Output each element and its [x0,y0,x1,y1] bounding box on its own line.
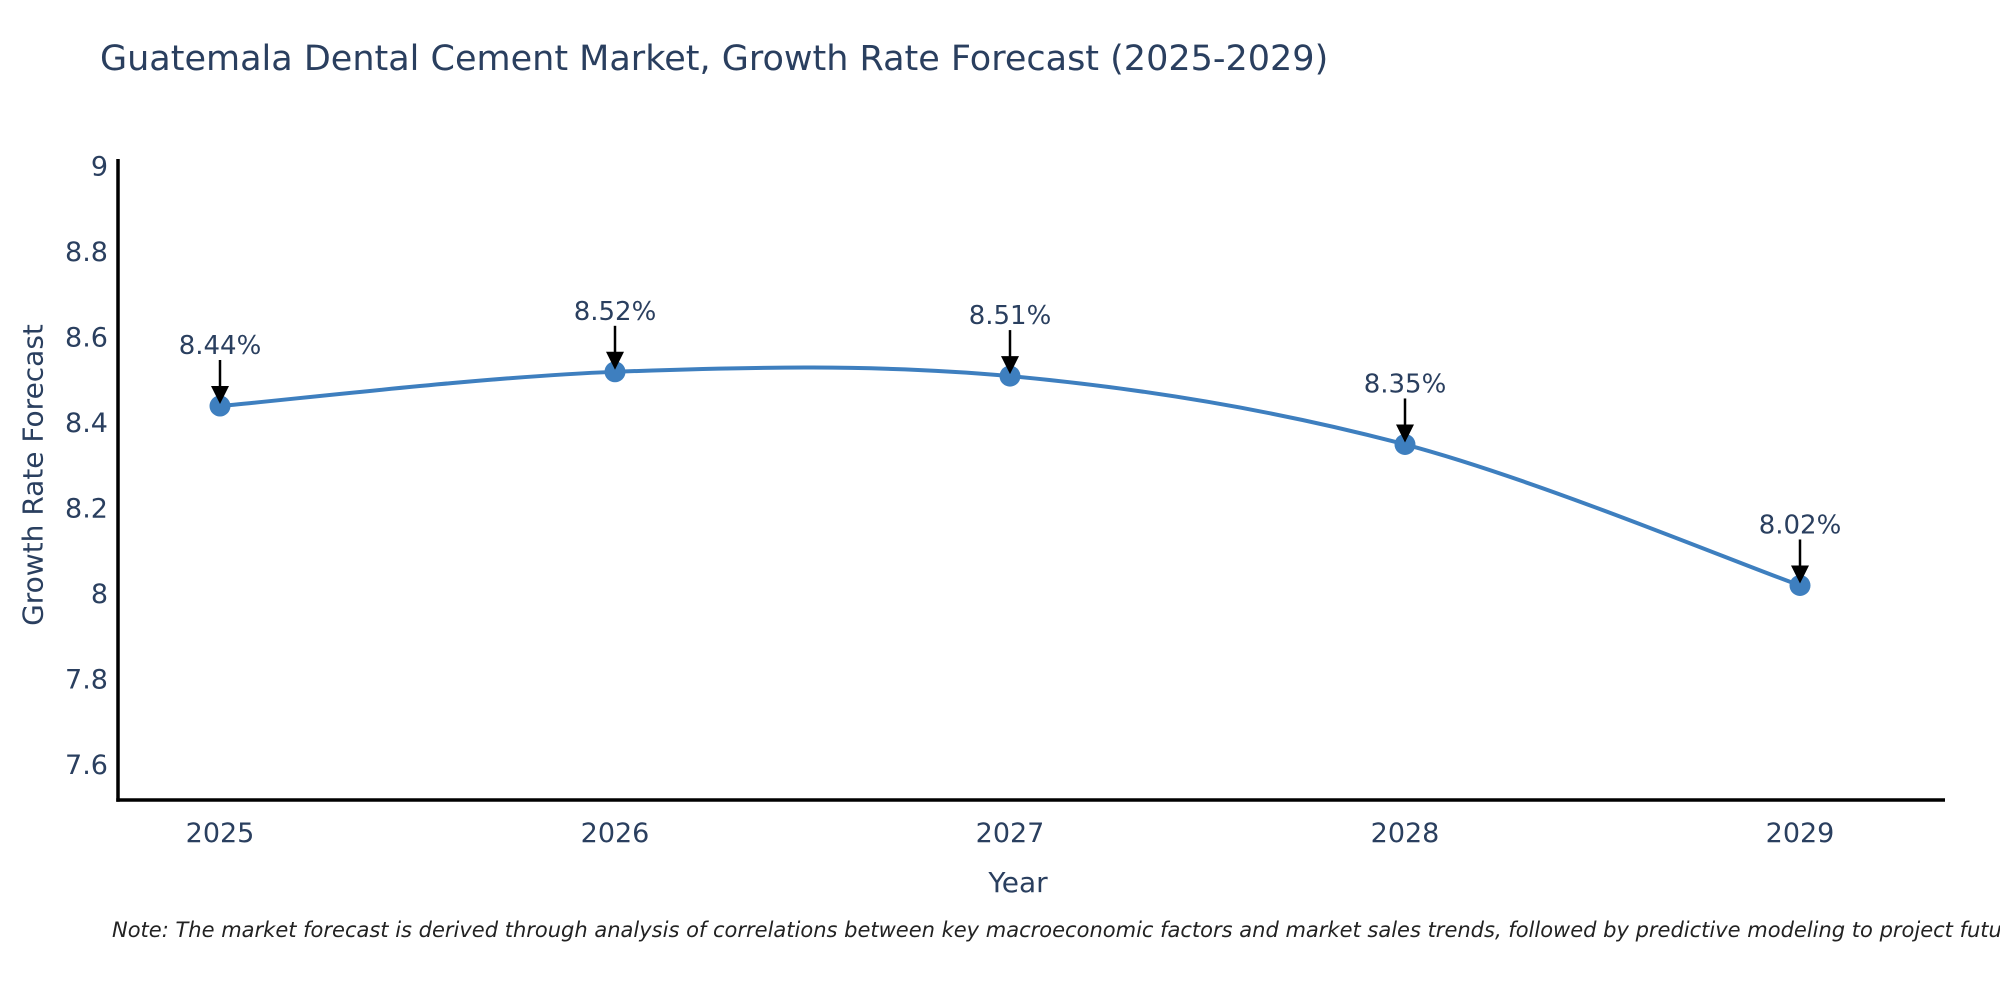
y-axis-title: Growth Rate Forecast [16,324,50,626]
data-point-label: 8.02% [1759,510,1842,540]
y-tick-label: 8 [91,579,108,610]
annotation-arrowhead-icon [606,351,624,370]
x-tick-label: 2029 [1766,818,1835,849]
annotation-arrowhead-icon [211,385,229,404]
y-tick-label: 8.8 [65,237,108,268]
y-tick-label: 8.6 [65,323,108,354]
x-tick-label: 2025 [186,818,255,849]
annotation-arrowhead-icon [1001,356,1019,375]
series-line [219,365,1801,588]
x-axis-title: Year [988,866,1048,899]
x-tick-label: 2028 [1371,818,1440,849]
y-tick-label: 8.4 [65,408,108,439]
data-point-label: 8.52% [574,297,657,327]
chart-title: Guatemala Dental Cement Market, Growth R… [100,39,1329,79]
data-point-marker[interactable] [209,395,231,417]
x-tick-label: 2026 [581,818,650,849]
data-point-marker[interactable] [1394,433,1416,455]
y-tick-label: 7.6 [65,750,108,781]
data-point-label: 8.35% [1364,369,1447,399]
chart-footnote: Note: The market forecast is derived thr… [112,918,2000,942]
annotation-arrowhead-icon [1396,424,1414,443]
data-point-marker[interactable] [1789,574,1811,596]
x-tick-label: 2027 [976,818,1045,849]
data-point-label: 8.44% [179,331,262,361]
data-point-label: 8.51% [969,301,1052,331]
data-point-marker[interactable] [604,361,626,383]
y-tick-label: 8.2 [65,494,108,525]
annotation-arrowhead-icon [1791,565,1809,584]
y-tick-label: 9 [91,152,108,183]
y-tick-label: 7.8 [65,664,108,695]
data-point-marker[interactable] [999,365,1021,387]
